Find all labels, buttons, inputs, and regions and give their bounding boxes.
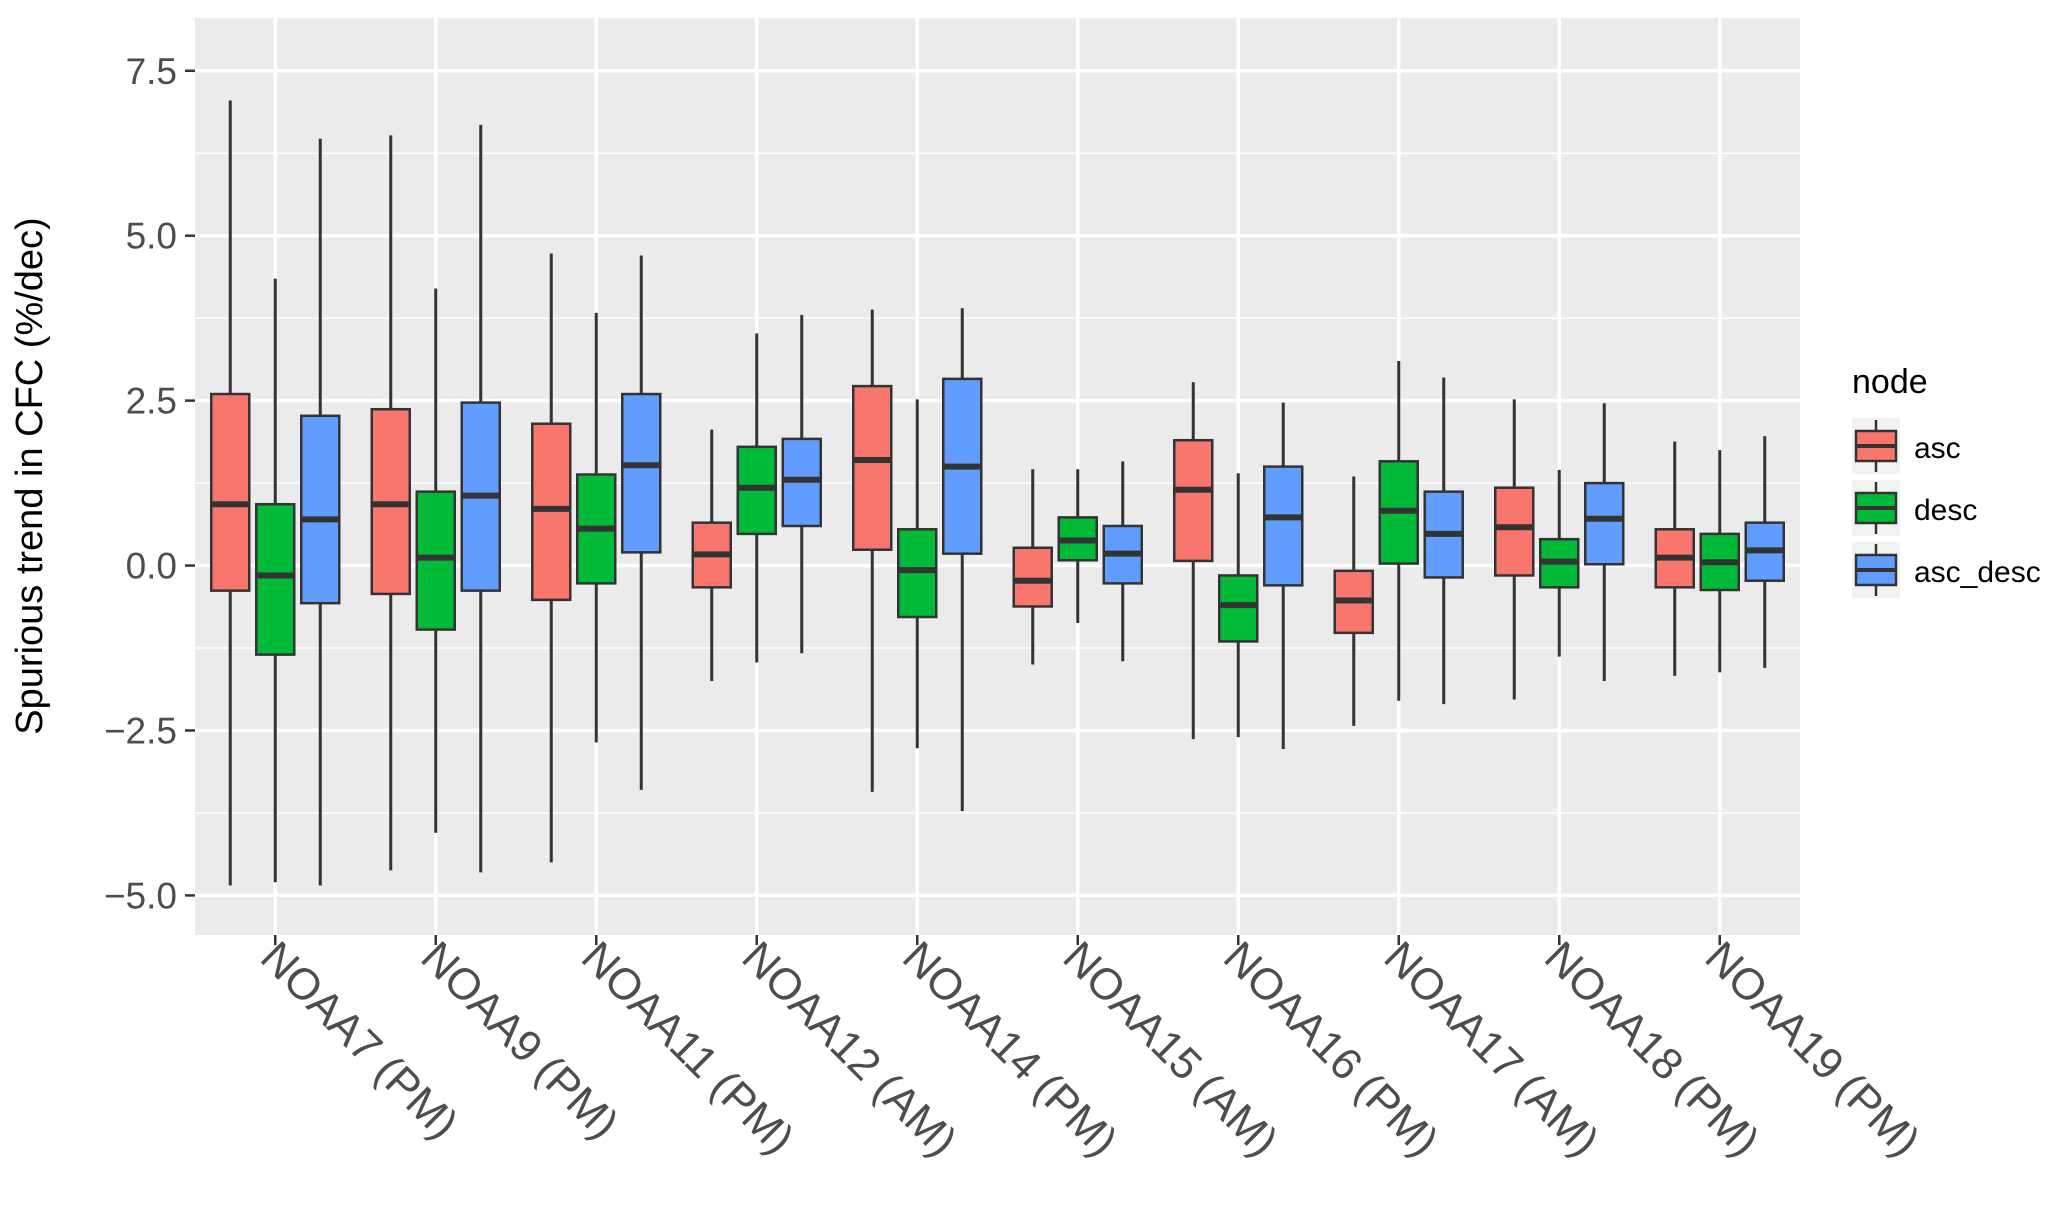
- box-iqr: [300, 414, 341, 605]
- box-desc: [255, 278, 296, 883]
- legend-label: asc: [1914, 432, 1961, 465]
- box-asc: [1494, 399, 1535, 700]
- y-axis-title: Spurious trend in CFC (%/dec): [9, 217, 51, 734]
- y-axis: −5.0 −2.5 0.0 2.5 5.0 7.5: [104, 51, 195, 916]
- legend-label: asc_desc: [1914, 556, 2041, 589]
- box-desc: [1539, 469, 1580, 657]
- legend-item-desc: desc: [1852, 480, 1977, 536]
- box-asc_desc: [1423, 377, 1464, 705]
- boxes: [210, 100, 1785, 886]
- box-iqr: [1012, 546, 1053, 608]
- box-iqr: [210, 392, 251, 592]
- legend: node asc desc asc_desc: [1852, 363, 2041, 598]
- legend-item-asc: asc: [1852, 418, 1961, 474]
- box-asc_desc: [942, 308, 983, 811]
- box-asc_desc: [621, 255, 662, 790]
- y-tick-label: 7.5: [126, 51, 177, 92]
- box-iqr: [255, 502, 296, 656]
- box-asc_desc: [300, 138, 341, 886]
- box-asc_desc: [460, 124, 501, 873]
- box-desc: [736, 333, 777, 663]
- box-asc_desc: [1584, 403, 1625, 682]
- box-desc: [897, 399, 938, 749]
- box-asc: [1654, 441, 1695, 676]
- box-desc: [1218, 473, 1259, 738]
- box-iqr: [1263, 465, 1304, 587]
- box-desc: [1699, 450, 1740, 673]
- x-axis: NOAA7 (PM)NOAA9 (PM)NOAA11 (PM)NOAA12 (A…: [251, 932, 1929, 1165]
- box-asc: [852, 309, 893, 792]
- box-asc_desc: [1102, 461, 1143, 662]
- y-tick-label: −5.0: [104, 875, 177, 916]
- box-asc_desc: [1263, 402, 1304, 749]
- legend-title: node: [1852, 363, 1928, 401]
- box-iqr: [1173, 438, 1214, 563]
- box-asc: [1012, 469, 1053, 665]
- box-iqr: [1584, 481, 1625, 566]
- box-asc_desc: [781, 314, 822, 654]
- box-asc_desc: [1744, 436, 1785, 668]
- y-tick-label: −2.5: [104, 710, 177, 751]
- box-asc: [1173, 382, 1214, 740]
- box-asc: [1333, 476, 1374, 726]
- box-asc: [691, 429, 732, 682]
- box-iqr: [1218, 574, 1259, 643]
- legend-item-asc_desc: asc_desc: [1852, 542, 2041, 598]
- y-tick-label: 0.0: [126, 546, 177, 587]
- box-asc: [210, 100, 251, 886]
- y-tick-label: 2.5: [126, 381, 177, 422]
- y-tick-label: 5.0: [126, 216, 177, 257]
- legend-label: desc: [1914, 494, 1977, 527]
- box-iqr: [621, 392, 662, 554]
- box-desc: [1057, 469, 1098, 623]
- box-desc: [576, 312, 617, 743]
- box-iqr: [1494, 486, 1535, 577]
- box-asc: [531, 253, 572, 863]
- box-desc: [415, 288, 456, 833]
- box-desc: [1378, 361, 1419, 701]
- box-asc: [370, 135, 411, 871]
- box-iqr: [852, 384, 893, 551]
